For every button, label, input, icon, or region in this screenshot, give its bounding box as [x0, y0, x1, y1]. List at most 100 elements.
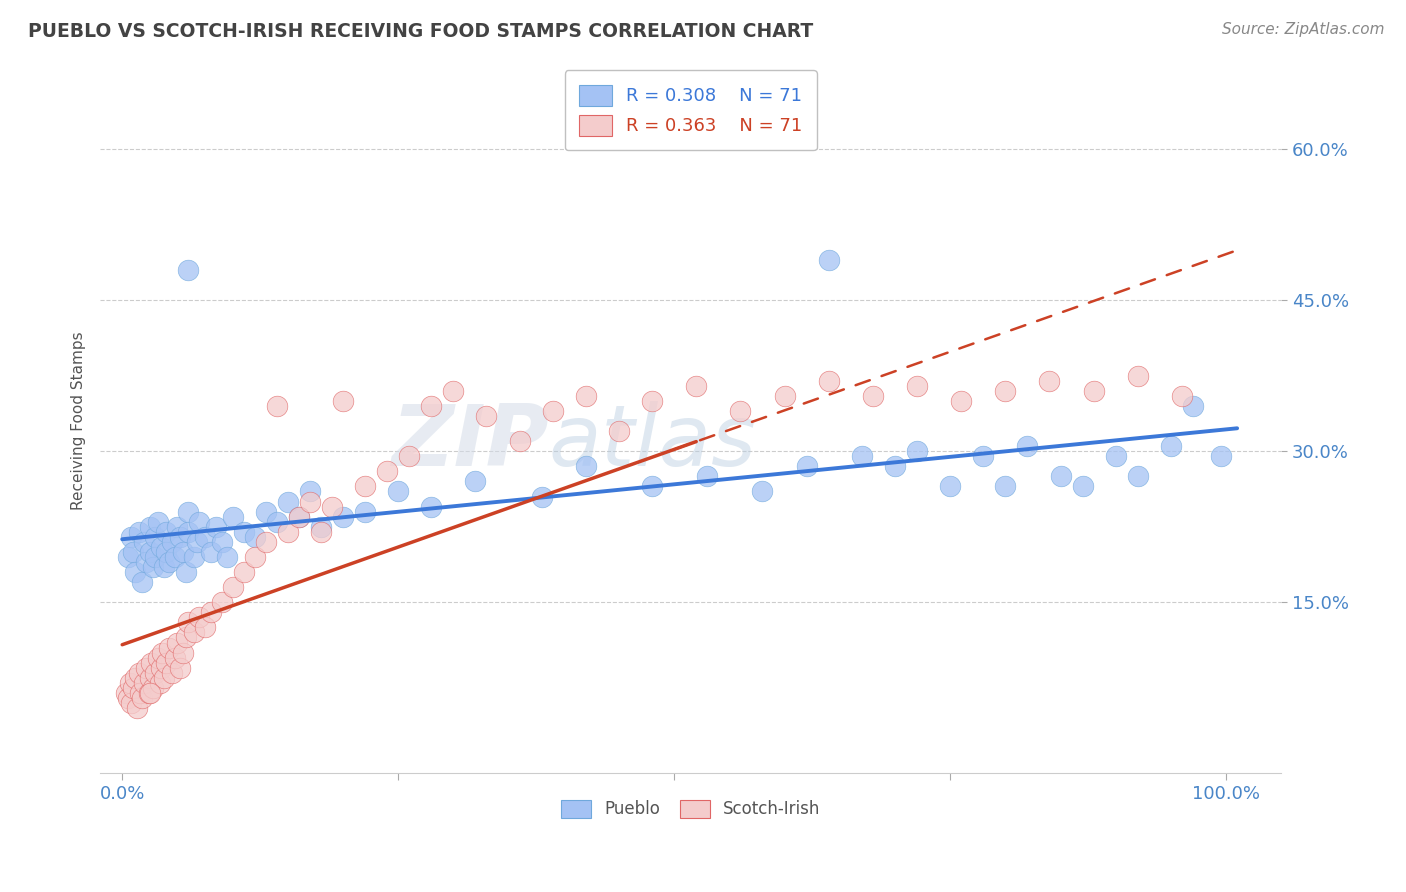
- Text: Source: ZipAtlas.com: Source: ZipAtlas.com: [1222, 22, 1385, 37]
- Point: [217, 549, 239, 564]
- Point: [194, 620, 217, 634]
- Point: [211, 595, 233, 609]
- Point: [114, 686, 136, 700]
- Point: [146, 515, 169, 529]
- Point: [177, 505, 200, 519]
- Point: [139, 519, 162, 533]
- Point: [309, 524, 332, 539]
- Point: [773, 389, 796, 403]
- Legend: Pueblo, Scotch-Irish: Pueblo, Scotch-Irish: [554, 793, 827, 825]
- Point: [1126, 368, 1149, 383]
- Point: [122, 545, 145, 559]
- Point: [172, 545, 194, 559]
- Text: PUEBLO VS SCOTCH-IRISH RECEIVING FOOD STAMPS CORRELATION CHART: PUEBLO VS SCOTCH-IRISH RECEIVING FOOD ST…: [28, 22, 813, 41]
- Point: [139, 686, 162, 700]
- Point: [254, 505, 277, 519]
- Point: [905, 444, 928, 458]
- Point: [118, 675, 141, 690]
- Point: [149, 540, 172, 554]
- Point: [221, 509, 243, 524]
- Point: [1017, 439, 1039, 453]
- Point: [200, 545, 222, 559]
- Point: [1126, 469, 1149, 483]
- Point: [174, 631, 197, 645]
- Point: [817, 374, 839, 388]
- Point: [1049, 469, 1071, 483]
- Point: [309, 519, 332, 533]
- Point: [139, 545, 162, 559]
- Point: [183, 625, 205, 640]
- Point: [169, 530, 191, 544]
- Point: [1181, 399, 1204, 413]
- Point: [169, 661, 191, 675]
- Point: [142, 681, 165, 695]
- Point: [354, 479, 377, 493]
- Point: [254, 534, 277, 549]
- Point: [288, 509, 311, 524]
- Point: [1209, 449, 1232, 463]
- Point: [751, 484, 773, 499]
- Point: [143, 665, 166, 680]
- Point: [398, 449, 420, 463]
- Point: [153, 671, 176, 685]
- Point: [120, 696, 142, 710]
- Point: [177, 263, 200, 277]
- Point: [183, 549, 205, 564]
- Point: [541, 404, 564, 418]
- Point: [441, 384, 464, 398]
- Point: [194, 530, 217, 544]
- Point: [139, 671, 162, 685]
- Point: [509, 434, 531, 449]
- Point: [139, 656, 162, 670]
- Point: [232, 524, 254, 539]
- Point: [994, 384, 1017, 398]
- Point: [939, 479, 962, 493]
- Point: [950, 393, 973, 408]
- Point: [186, 534, 208, 549]
- Point: [288, 509, 311, 524]
- Point: [131, 575, 153, 590]
- Point: [124, 671, 146, 685]
- Point: [332, 393, 354, 408]
- Point: [131, 690, 153, 705]
- Point: [128, 665, 150, 680]
- Point: [146, 650, 169, 665]
- Point: [160, 665, 183, 680]
- Point: [387, 484, 409, 499]
- Point: [117, 549, 139, 564]
- Point: [166, 519, 188, 533]
- Point: [117, 690, 139, 705]
- Point: [211, 534, 233, 549]
- Point: [149, 675, 172, 690]
- Point: [157, 640, 180, 655]
- Point: [1105, 449, 1128, 463]
- Point: [128, 524, 150, 539]
- Point: [166, 635, 188, 649]
- Point: [1071, 479, 1094, 493]
- Point: [298, 494, 321, 508]
- Point: [165, 650, 187, 665]
- Point: [475, 409, 498, 423]
- Point: [174, 565, 197, 579]
- Point: [135, 661, 157, 675]
- Point: [464, 475, 486, 489]
- Point: [685, 378, 707, 392]
- Point: [124, 565, 146, 579]
- Point: [972, 449, 994, 463]
- Point: [153, 560, 176, 574]
- Point: [696, 469, 718, 483]
- Point: [165, 549, 187, 564]
- Point: [122, 681, 145, 695]
- Point: [530, 490, 553, 504]
- Point: [817, 252, 839, 267]
- Point: [188, 610, 211, 624]
- Point: [243, 530, 266, 544]
- Point: [120, 530, 142, 544]
- Point: [862, 389, 884, 403]
- Point: [138, 686, 160, 700]
- Point: [796, 459, 818, 474]
- Point: [188, 515, 211, 529]
- Point: [354, 505, 377, 519]
- Point: [994, 479, 1017, 493]
- Point: [1171, 389, 1194, 403]
